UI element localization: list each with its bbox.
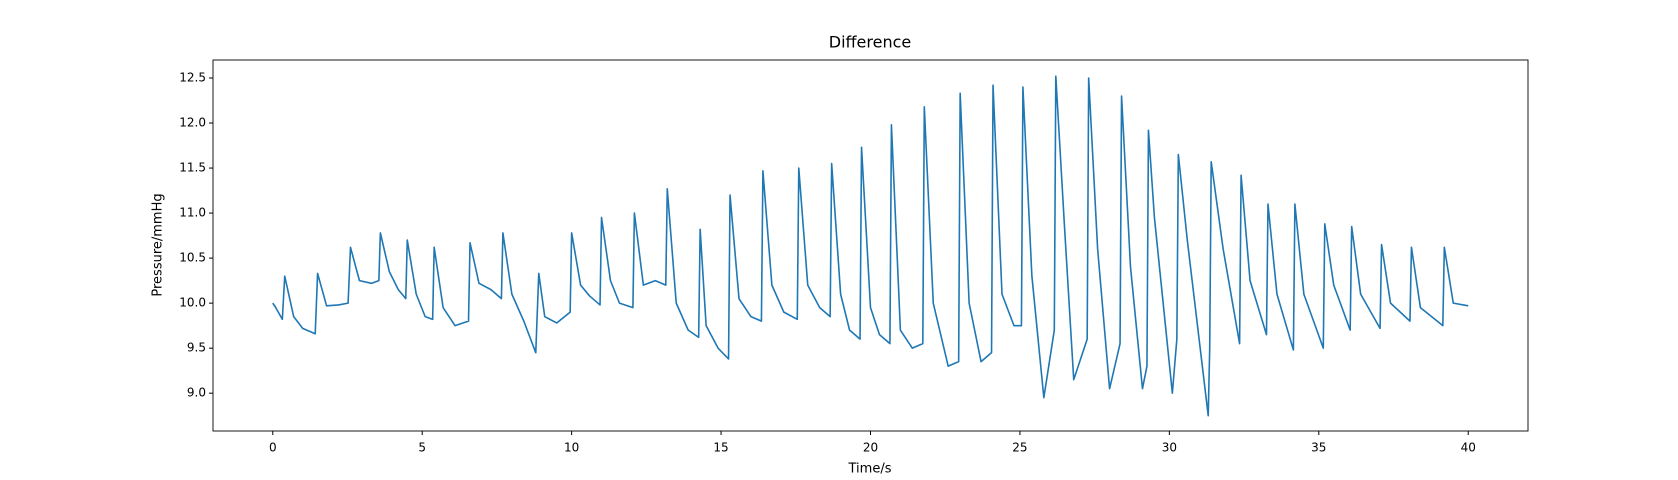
x-tick-label: 40 [1461,441,1476,455]
x-tick-label: 20 [863,441,878,455]
data-line [272,75,1469,417]
x-axis-label: Time/s [848,462,892,477]
x-tick-label: 15 [713,441,728,455]
y-tick-label: 10.0 [179,296,206,310]
x-tick-label: 5 [418,441,426,455]
x-tick-label: 25 [1012,441,1027,455]
y-axis-label: Pressure/mmHg [151,193,166,296]
y-tick-label: 11.5 [179,161,206,175]
chart-title: Difference [829,33,911,52]
x-tick-label: 35 [1311,441,1326,455]
x-tick-label: 30 [1162,441,1177,455]
x-tick-label: 0 [269,441,277,455]
x-tick-label: 10 [564,441,579,455]
y-tick-label: 12.0 [179,116,206,130]
y-tick-label: 9.5 [187,341,206,355]
y-tick-label: 9.0 [187,386,206,400]
y-tick-label: 12.5 [179,71,206,85]
y-tick-label: 11.0 [179,206,206,220]
y-tick-label: 10.5 [179,251,206,265]
plot-frame [212,59,1529,432]
